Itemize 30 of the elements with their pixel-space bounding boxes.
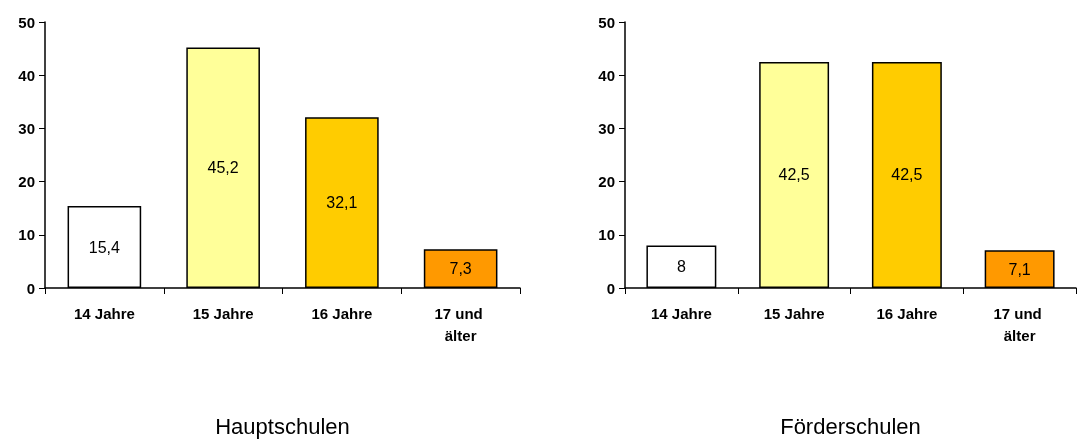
y-tick-label: 20 (598, 173, 615, 191)
x-axis-title: Hauptschulen (215, 413, 350, 439)
y-tick-label: 30 (598, 119, 615, 137)
data-label: 32,1 (326, 194, 358, 212)
y-tick-label: 50 (598, 13, 615, 31)
y-tick-label: 30 (18, 119, 35, 137)
y-tick-label: 40 (598, 66, 615, 84)
x-tick-label: 17 und älter (993, 304, 1046, 344)
data-label: 45,2 (207, 159, 239, 177)
x-tick-label: 14 Jahre (650, 304, 712, 322)
data-label: 42,5 (891, 166, 923, 184)
x-tick-label: 15 Jahre (763, 304, 825, 322)
data-label: 7,1 (1008, 260, 1031, 278)
x-tick-label: 16 Jahre (311, 304, 373, 322)
x-tick-label: 14 Jahre (73, 304, 135, 322)
y-tick-label: 10 (18, 226, 35, 244)
data-label: 7,3 (449, 260, 472, 278)
data-label: 15,4 (88, 238, 121, 256)
x-tick-label: 17 und älter (434, 304, 487, 344)
y-tick-label: 40 (18, 66, 35, 84)
y-tick-label: 50 (18, 13, 35, 31)
data-label: 42,5 (778, 166, 810, 184)
y-tick-label: 0 (606, 279, 615, 297)
y-tick-label: 20 (18, 173, 35, 191)
data-label: 8 (676, 258, 686, 276)
y-tick-label: 0 (26, 279, 35, 297)
x-axis-title: Förderschulen (780, 413, 921, 439)
y-tick-label: 10 (598, 226, 615, 244)
x-tick-label: 15 Jahre (192, 304, 254, 322)
x-tick-label: 16 Jahre (876, 304, 938, 322)
